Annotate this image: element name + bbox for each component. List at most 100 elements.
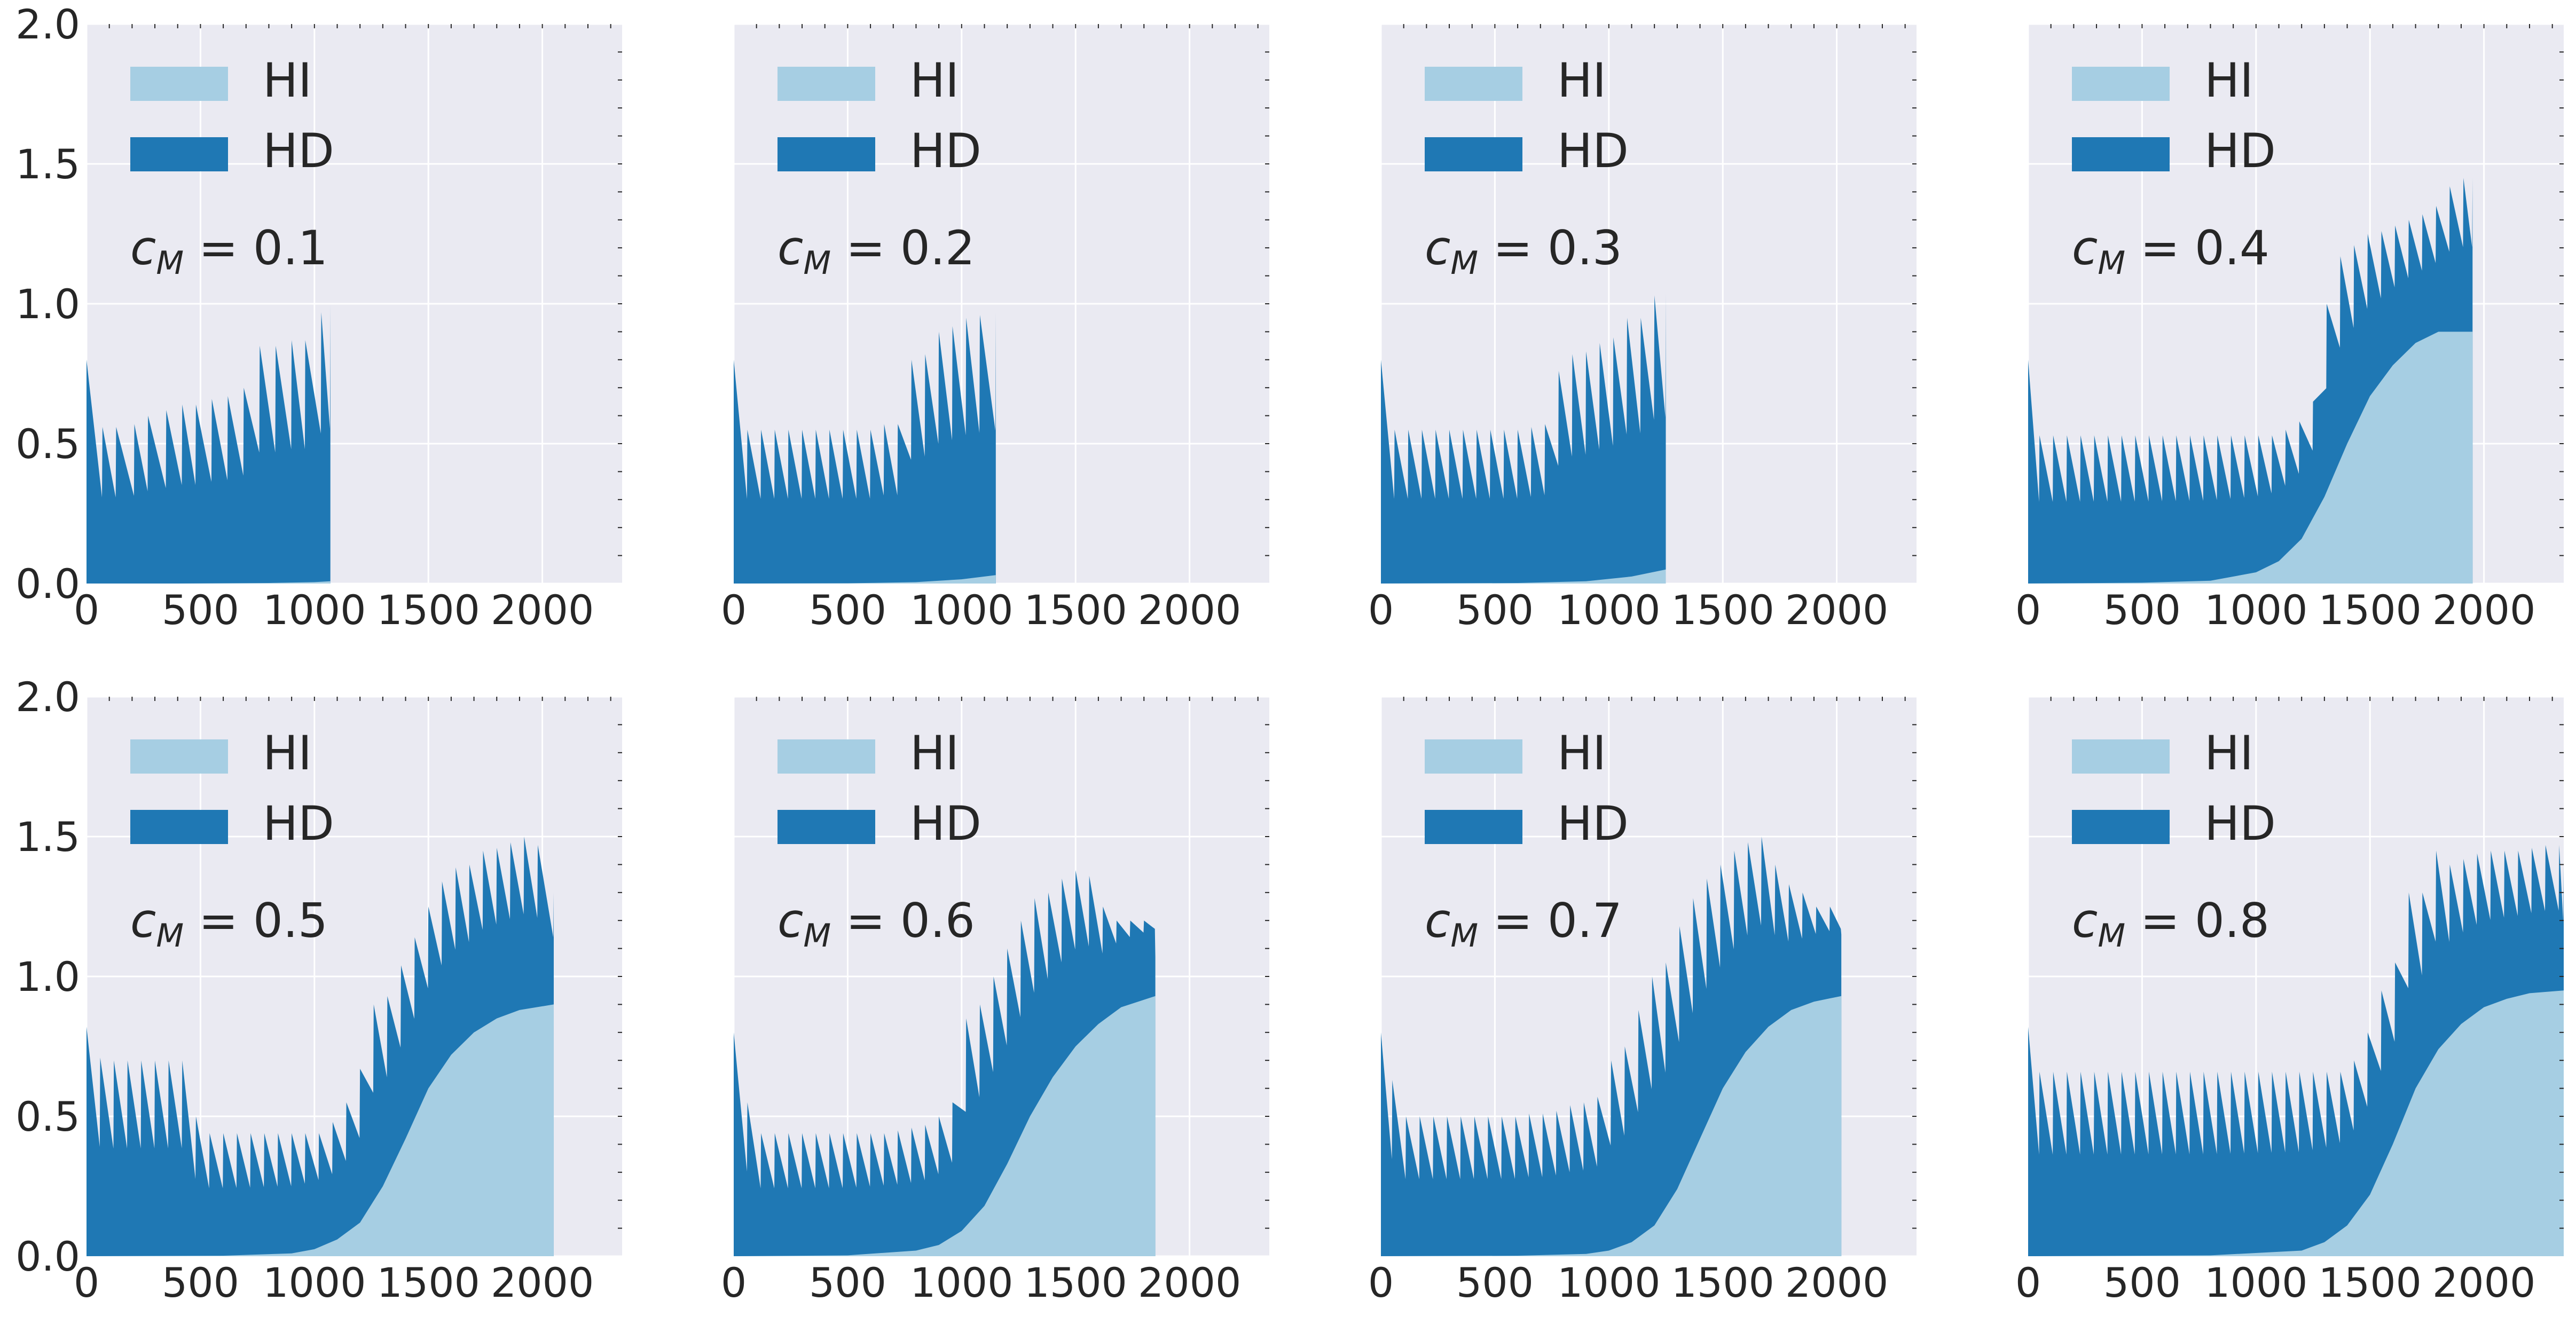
legend-swatch-HD [130,810,228,844]
series-area-HI [2028,990,2564,1256]
x-tick-label: 2000 [2432,586,2535,634]
x-tick-label: 0 [1368,586,1394,634]
panel-3: 0 500 1000 1500 2000 HI HD cM = 0.3 [1368,23,1917,634]
series-area-HI [1381,996,1842,1256]
x-tick-label: 1500 [1024,586,1127,634]
legend-label-HD: HD [2204,796,2276,851]
legend-label-HD: HD [2204,123,2276,178]
series-area-HI [1381,569,1666,584]
series-area-HI [87,1004,554,1256]
x-tick-label: 500 [2103,1259,2181,1306]
series-area-HI [734,575,996,584]
legend-label-HD: HD [1557,123,1629,178]
x-tick-label: 1500 [1671,586,1774,634]
legend-label-HI: HI [1557,53,1606,108]
x-tick-label: 1500 [377,586,480,634]
y-tick-label: 1.5 [15,140,80,188]
x-tick-label: 1500 [377,1259,480,1306]
x-tick-label: 1000 [2204,586,2307,634]
annotation: cM = 0.6 [777,893,975,955]
x-tick-label: 1000 [263,1259,366,1306]
x-tick-label: 1000 [263,586,366,634]
legend: HI HD [1425,53,1629,178]
x-tick-label: 1000 [1557,1259,1660,1306]
legend-swatch-HI [777,739,875,774]
x-tick-label: 1000 [910,586,1013,634]
legend-label-HD: HD [910,796,981,851]
x-tick-label: 2000 [1138,586,1241,634]
x-tick-label: 1500 [1671,1259,1774,1306]
x-tick-label: 0 [1368,1259,1394,1306]
legend-swatch-HD [2072,810,2170,844]
legend: HI HD [2072,53,2276,178]
x-tick-label: 500 [2103,586,2181,634]
x-tick-label: 0 [74,1259,99,1306]
legend-label-HI: HI [910,53,959,108]
x-tick-label: 500 [809,586,886,634]
legend-label-HD: HD [263,123,334,178]
x-tick-label: 1000 [2204,1259,2307,1306]
legend: HI HD [2072,726,2276,851]
annotation: cM = 0.7 [1425,893,1622,955]
legend-swatch-HI [130,739,228,774]
x-tick-label: 500 [162,586,239,634]
x-tick-label: 2000 [2432,1259,2535,1306]
x-tick-label: 500 [162,1259,239,1306]
panel-7: 0 500 1000 1500 2000 HI HD cM = 0.7 [1368,696,1917,1306]
y-tick-label: 2.0 [15,1,80,48]
annotation: cM = 0.3 [1425,220,1622,282]
legend-swatch-HI [130,67,228,101]
y-tick-label: 1.0 [15,953,80,1000]
legend-swatch-HI [1425,67,1522,101]
x-tick-label: 500 [1456,586,1534,634]
panel-1: 0 500 1000 1500 2000 0.0 0.5 1.0 1.5 2.0 HI HD cM = … [15,1,622,634]
legend-label-HD: HD [910,123,981,178]
legend-swatch-HI [1425,739,1522,774]
x-tick-label: 2000 [1785,586,1888,634]
x-tick-label: 1000 [1557,586,1660,634]
series-area-HD [87,304,331,584]
x-tick-label: 500 [809,1259,886,1306]
x-tick-label: 2000 [491,586,594,634]
series-area-HI [2028,332,2473,584]
panel-8: 0 500 1000 1500 2000 HI HD cM = 0.8 [2015,696,2564,1306]
annotation: cM = 0.8 [2072,893,2269,955]
y-tick-label: 1.5 [15,813,80,861]
legend-swatch-HI [2072,67,2170,101]
panel-2: 0 500 1000 1500 2000 HI HD cM = 0.2 [721,23,1269,634]
series-area-HI [734,996,1156,1256]
legend-label-HI: HI [2204,726,2253,781]
legend-swatch-HD [777,810,875,844]
x-tick-label: 1500 [2319,586,2422,634]
legend-swatch-HI [2072,739,2170,774]
series-area-HI [87,581,331,584]
x-tick-label: 1500 [2319,1259,2422,1306]
x-tick-label: 0 [721,1259,747,1306]
legend-swatch-HD [2072,137,2170,171]
legend-swatch-HD [130,137,228,171]
y-tick-label: 2.0 [15,673,80,721]
y-tick-label: 0.0 [15,1233,80,1280]
legend-label-HI: HI [263,53,312,108]
legend: HI HD [130,726,334,851]
y-tick-label: 1.0 [15,280,80,328]
x-tick-label: 0 [74,586,99,634]
annotation: cM = 0.1 [130,220,328,282]
x-tick-label: 500 [1456,1259,1534,1306]
legend-label-HI: HI [263,726,312,781]
legend-swatch-HD [777,137,875,171]
annotation: cM = 0.5 [130,893,328,955]
x-tick-label: 0 [2015,1259,2041,1306]
legend-label-HD: HD [1557,796,1629,851]
legend-label-HI: HI [1557,726,1606,781]
legend-label-HI: HI [910,726,959,781]
y-tick-label: 0.0 [15,560,80,608]
legend: HI HD [777,726,981,851]
legend-swatch-HD [1425,137,1522,171]
y-tick-label: 0.5 [15,420,80,468]
legend-swatch-HI [777,67,875,101]
x-tick-label: 0 [721,586,747,634]
x-tick-label: 1500 [1024,1259,1127,1306]
